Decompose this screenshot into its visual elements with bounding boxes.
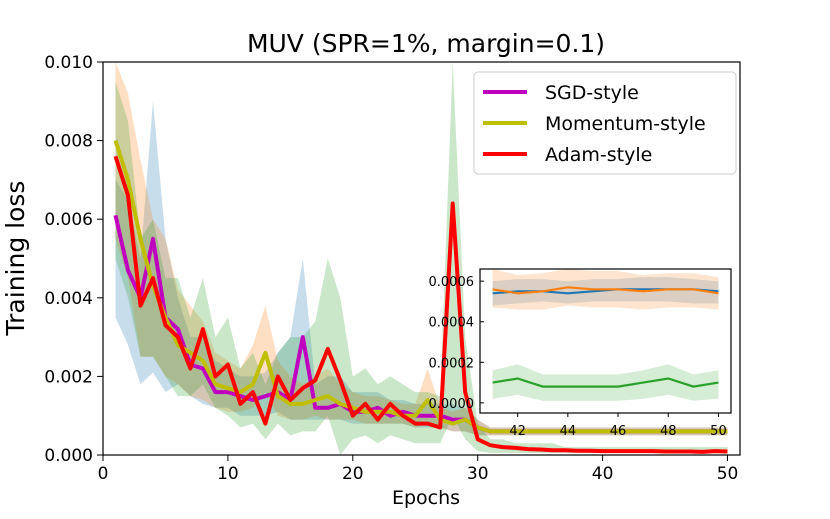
x-tick-label: 20 xyxy=(342,464,364,484)
chart-title: MUV (SPR=1%, margin=0.1) xyxy=(247,29,605,58)
legend: SGD-style Momentum-style Adam-style xyxy=(473,71,737,175)
series-line-momentum xyxy=(113,139,728,434)
main-series-lines xyxy=(113,139,728,454)
x-tick-label: 40 xyxy=(592,464,614,484)
y-tick-label: 0.000 xyxy=(44,446,93,466)
y-axis-label: Training loss xyxy=(1,181,30,337)
inset-y-tick-label: 0.0006 xyxy=(429,275,475,290)
inset-x-tick-label: 46 xyxy=(610,424,627,439)
inset-x-tick-label: 44 xyxy=(560,424,577,439)
inset-x-ticks: 42 44 46 48 50 xyxy=(509,413,727,439)
legend-label-momentum: Momentum-style xyxy=(545,113,706,135)
inset-plot-frame xyxy=(479,268,732,414)
inset-band-2 xyxy=(492,364,719,401)
x-tick-label: 30 xyxy=(467,464,489,484)
inset-x-tick-label: 42 xyxy=(509,424,526,439)
inset-series-lines xyxy=(492,286,719,388)
main-band-1 xyxy=(115,62,728,436)
inset-x-tick-label: 48 xyxy=(660,424,677,439)
y-tick-label: 0.008 xyxy=(44,132,93,152)
inset-y-tick-label: 0.0000 xyxy=(429,397,475,412)
series-line-adam xyxy=(113,155,728,454)
main-confidence-bands xyxy=(115,62,728,455)
main-plot-frame xyxy=(102,61,741,456)
inset-plot: 42 44 46 48 50 0.0000 0.0002 0.0004 0.0006 xyxy=(429,268,732,439)
main-x-ticks: 0 10 20 30 40 50 xyxy=(98,455,739,484)
y-tick-label: 0.010 xyxy=(44,53,93,73)
main-y-ticks: 0.000 0.002 0.004 0.006 0.008 0.010 xyxy=(44,53,103,466)
inset-series-line-2 xyxy=(492,377,719,388)
x-tick-label: 10 xyxy=(217,464,239,484)
inset-y-ticks: 0.0000 0.0002 0.0004 0.0006 xyxy=(429,275,484,412)
x-tick-label: 50 xyxy=(717,464,739,484)
y-tick-label: 0.006 xyxy=(44,210,93,230)
inset-y-tick-label: 0.0002 xyxy=(429,356,475,371)
y-tick-label: 0.004 xyxy=(44,289,93,309)
x-axis-label: Epochs xyxy=(392,487,460,509)
legend-label-adam: Adam-style xyxy=(545,144,652,166)
legend-label-sgd: SGD-style xyxy=(545,82,639,104)
inset-y-tick-label: 0.0004 xyxy=(429,316,475,331)
x-tick-label: 0 xyxy=(98,464,109,484)
inset-x-tick-label: 50 xyxy=(710,424,727,439)
inset-series-line-1 xyxy=(492,286,719,295)
legend-box xyxy=(473,71,737,175)
y-tick-label: 0.002 xyxy=(44,367,93,387)
